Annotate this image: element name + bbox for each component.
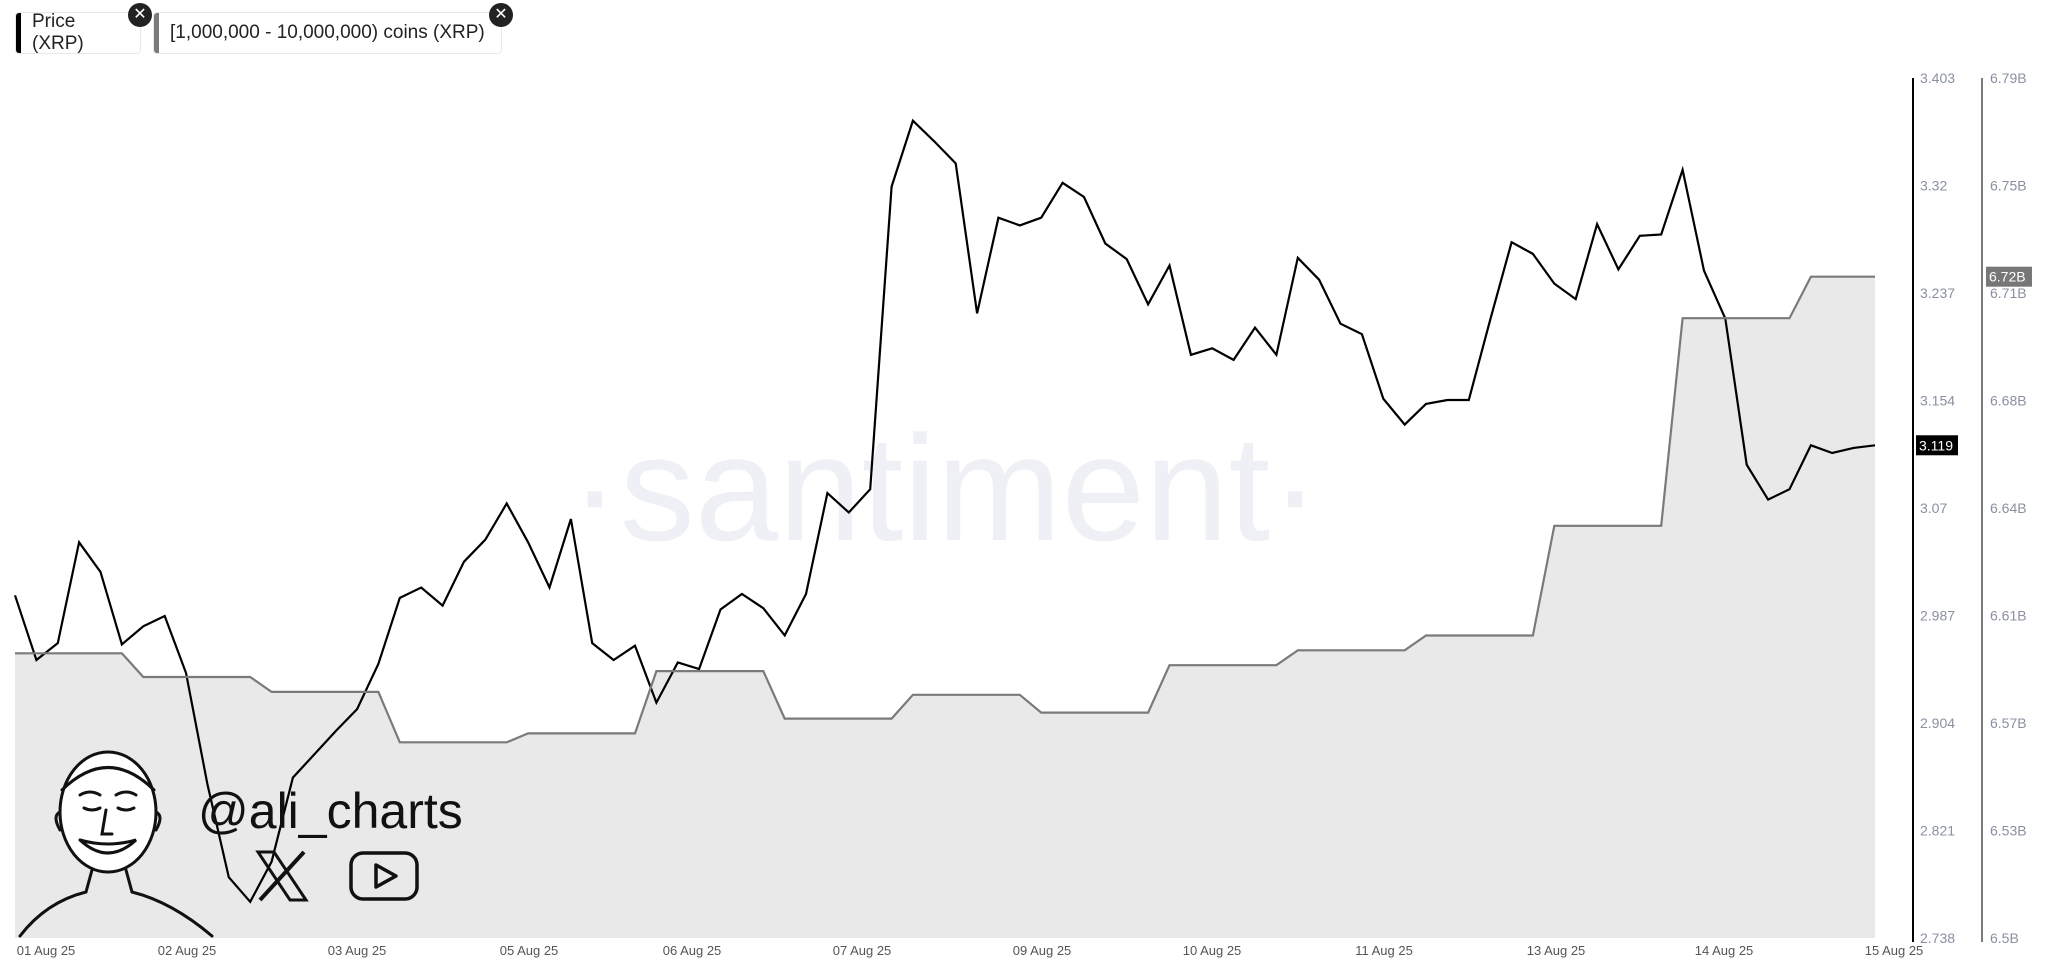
price-line — [13, 118, 1876, 904]
legend-label: Price (XRP) — [32, 11, 84, 54]
x-axis-tick: 11 Aug 25 — [1355, 943, 1413, 958]
price-last-value: 3.119 — [1919, 437, 1953, 453]
price-axis-tick: 2.987 — [1920, 608, 1955, 624]
x-axis-tick: 05 Aug 25 — [500, 943, 559, 958]
holders-last-value: 6.72B — [1989, 269, 2026, 285]
youtube-icon[interactable] — [348, 850, 420, 902]
holders-line — [15, 275, 1875, 744]
x-axis-tick: 06 Aug 25 — [663, 943, 722, 958]
author-handle: @ali_charts — [198, 783, 463, 839]
holders-last-badge — [1986, 266, 2032, 287]
price-axis-tick: 2.738 — [1920, 930, 1955, 946]
legend-label: [1,000,000 - 10,000,000) coins (XRP) — [170, 22, 485, 43]
price-axis-tick: 3.237 — [1920, 285, 1955, 301]
price-last-badge — [1916, 435, 1958, 456]
x-axis-tick: 09 Aug 25 — [1013, 943, 1072, 958]
x-axis-tick: 07 Aug 25 — [833, 943, 892, 958]
x-logo-icon[interactable] — [252, 848, 312, 904]
close-icon[interactable]: ✕ — [489, 3, 513, 27]
x-axis-tick: 10 Aug 25 — [1183, 943, 1242, 958]
x-axis-tick: 01 Aug 25 — [17, 943, 76, 958]
holders-axis-tick: 6.71B — [1990, 285, 2027, 301]
price-axis-tick: 3.403 — [1920, 70, 1955, 86]
price-axis-tick: 2.821 — [1920, 823, 1955, 839]
x-axis-tick: 15 Aug 25 — [1865, 943, 1924, 958]
price-axis-tick: 3.32 — [1920, 178, 1947, 194]
author-avatar — [18, 750, 214, 938]
holders-axis-tick: 6.57B — [1990, 715, 2027, 731]
legend-color-swatch — [16, 13, 21, 53]
holders-axis-tick: 6.75B — [1990, 178, 2027, 194]
legend-item-price[interactable]: Price (XRP) ✕ — [15, 3, 152, 54]
x-axis-tick: 13 Aug 25 — [1527, 943, 1586, 958]
legend-item-holders[interactable]: [1,000,000 - 10,000,000) coins (XRP) ✕ — [153, 3, 513, 54]
price-axis-tick: 3.07 — [1920, 500, 1947, 516]
holders-axis-tick: 6.61B — [1990, 608, 2027, 624]
x-axis-tick: 02 Aug 25 — [158, 943, 217, 958]
holders-axis-tick: 6.79B — [1990, 70, 2027, 86]
price-axis-tick: 3.154 — [1920, 393, 1955, 409]
x-axis-tick: 14 Aug 25 — [1695, 943, 1754, 958]
price-axis-tick: 2.904 — [1920, 715, 1955, 731]
x-axis-tick: 03 Aug 25 — [328, 943, 387, 958]
close-icon[interactable]: ✕ — [128, 3, 152, 27]
holders-axis-tick: 6.5B — [1990, 930, 2019, 946]
holders-area — [15, 276, 1875, 938]
holders-axis-tick: 6.68B — [1990, 393, 2027, 409]
holders-axis-tick: 6.64B — [1990, 500, 2027, 516]
holders-axis-tick: 6.53B — [1990, 823, 2027, 839]
watermark: ·santiment· — [570, 404, 1320, 572]
legend-color-swatch — [154, 13, 159, 53]
